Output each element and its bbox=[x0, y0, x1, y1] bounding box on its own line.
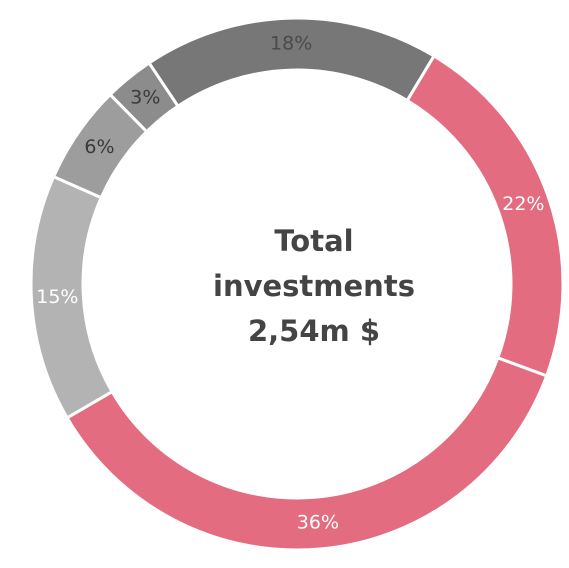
segment-label: 3% bbox=[130, 87, 160, 109]
labels: 18% 22% 36% 15% 6% 3% bbox=[36, 33, 544, 534]
segment-label: 18% bbox=[270, 33, 312, 55]
segment bbox=[65, 355, 549, 552]
segment-label: 22% bbox=[502, 193, 544, 215]
center-text: 2,54m $ bbox=[248, 314, 380, 348]
center-text: Total bbox=[274, 224, 353, 258]
segment bbox=[405, 53, 565, 378]
center-text: investments bbox=[213, 269, 415, 303]
segment-label: 6% bbox=[84, 136, 114, 158]
segment bbox=[108, 60, 181, 134]
segments bbox=[29, 16, 565, 552]
segment-label: 15% bbox=[36, 286, 78, 308]
segment bbox=[146, 16, 437, 109]
segment-label: 36% bbox=[297, 512, 339, 534]
